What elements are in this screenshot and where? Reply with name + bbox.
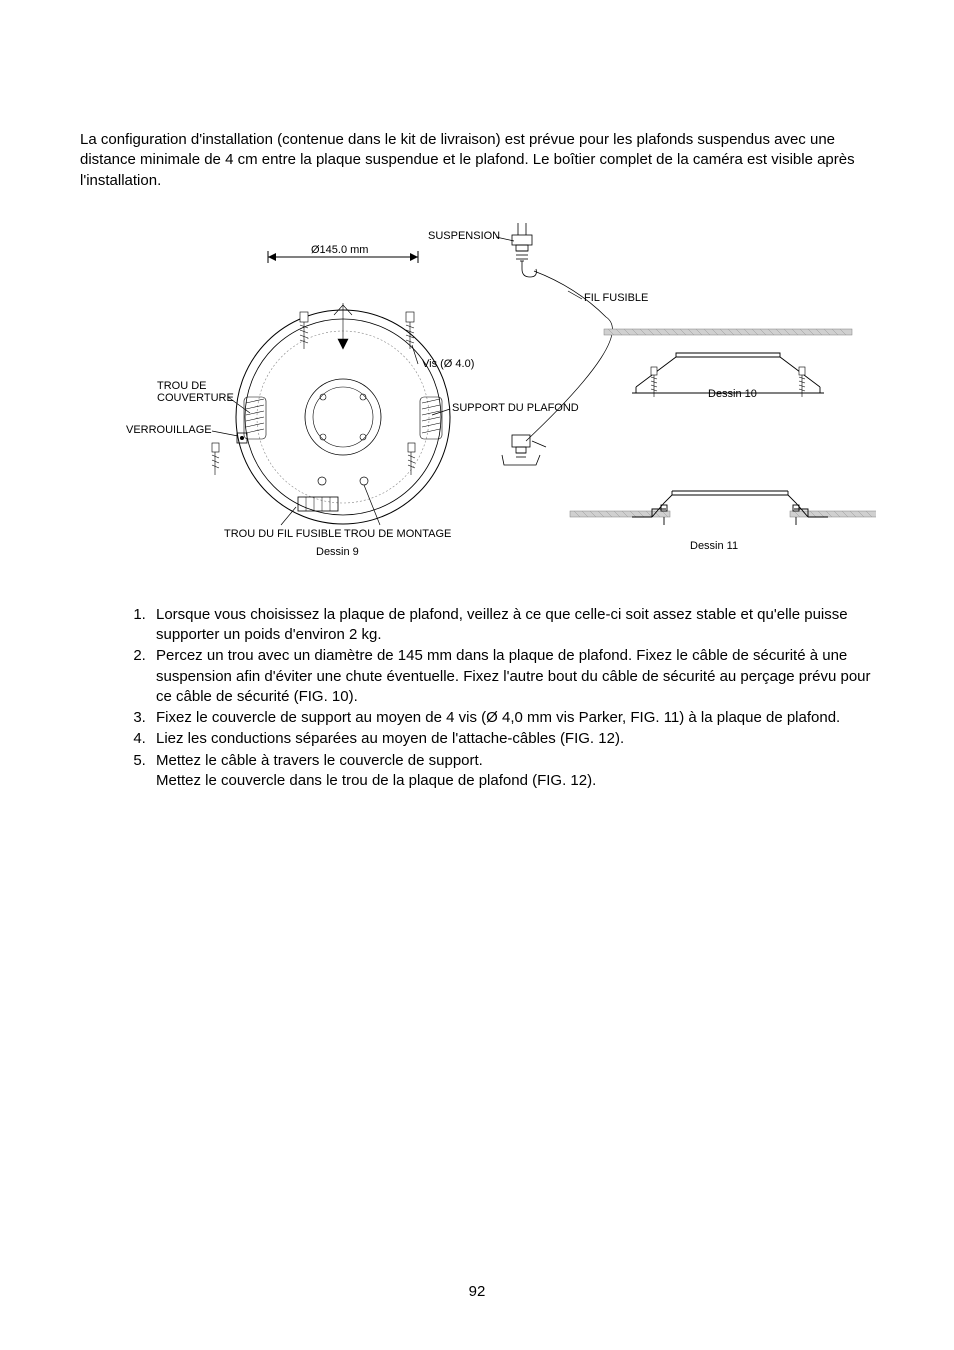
page: La configuration d'installation (contenu… [0, 0, 954, 1350]
trou-montage-label: TROU DE MONTAGE [344, 528, 451, 540]
dessin9-label: Dessin 9 [316, 546, 359, 558]
intro-paragraph: La configuration d'installation (contenu… [80, 130, 874, 191]
instruction-item: Mettez le câble à travers le couvercle d… [150, 751, 874, 792]
dessin10-label: Dessin 10 [708, 388, 757, 400]
figure-container: Ø145.0 mm [116, 217, 874, 577]
support-plafond-label: SUPPORT DU PLAFOND [452, 402, 579, 414]
suspension-label: SUSPENSION [428, 230, 500, 242]
trou-fil-fusible-label: TROU DU FIL FUSIBLE [224, 528, 342, 540]
instruction-item: Lorsque vous choisissez la plaque de pla… [150, 605, 874, 646]
installation-diagram: Ø145.0 mm [116, 217, 876, 577]
instruction-list: Lorsque vous choisissez la plaque de pla… [80, 605, 874, 791]
verrouillage-label: VERROUILLAGE [126, 424, 212, 436]
instruction-item: Liez les conductions séparées au moyen d… [150, 729, 874, 749]
instruction-item: Percez un trou avec un diamètre de 145 m… [150, 646, 874, 707]
diameter-label: Ø145.0 mm [311, 244, 368, 256]
instruction-item: Fixez le couvercle de support au moyen d… [150, 708, 874, 728]
dessin11-label: Dessin 11 [690, 540, 738, 552]
fil-fusible-label: FIL FUSIBLE [584, 292, 648, 304]
page-number: 92 [0, 1283, 954, 1300]
trou-couverture-label-1: TROU DE [157, 380, 207, 392]
trou-couverture-label-2: COUVERTURE [157, 392, 234, 404]
vis-label: Vis (Ø 4.0) [422, 358, 474, 370]
